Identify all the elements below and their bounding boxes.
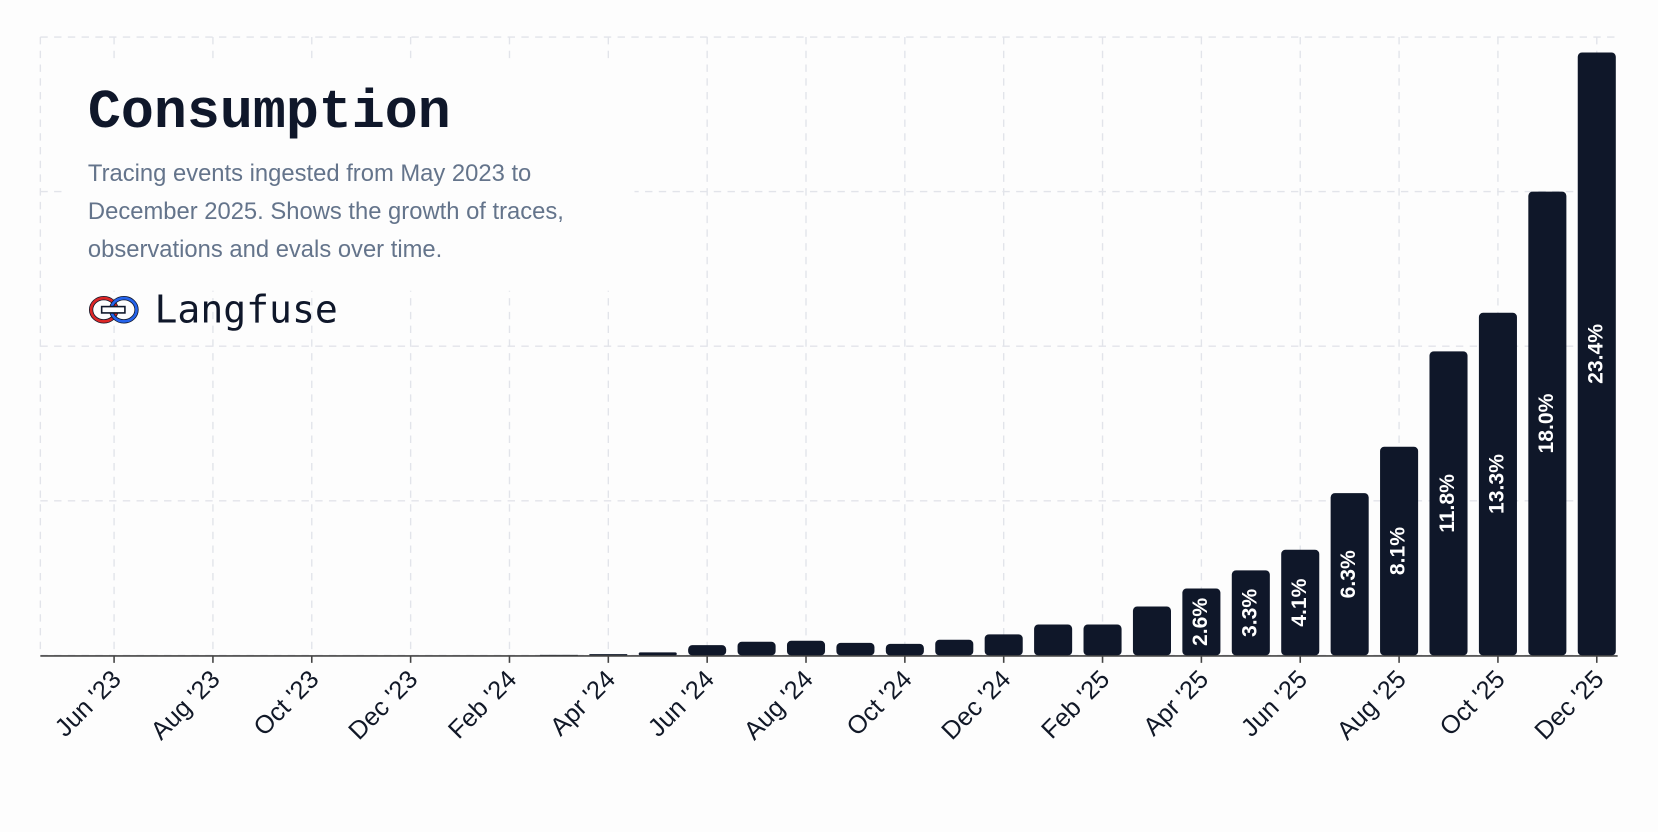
x-tick-label: Feb '25 [1036,665,1115,744]
x-tick-label: Jun '25 [1236,665,1313,742]
brand-logo [88,296,139,324]
bar [1034,624,1073,656]
value-label: 2.6% [1189,598,1212,646]
x-tick-label: Dec '23 [343,665,423,745]
bar [1132,606,1171,656]
bar [1478,312,1517,656]
bar [885,643,924,656]
x-tick-label: Aug '24 [739,665,819,745]
bar [1429,351,1468,656]
value-label: 23.4% [1584,324,1607,384]
x-tick-label: Oct '23 [248,665,324,741]
chart-title: Consumption [88,81,451,144]
value-label: 6.3% [1337,550,1360,598]
chart-subtitle: Tracing events ingested from May 2023 to… [87,159,564,263]
bars: 2.6% 3.3% 4.1% 6.3% 8.1% 11.8% 13.3% 18.0% 23.4% [539,52,1616,656]
bar [836,642,875,656]
bar [1380,446,1419,656]
bar [1231,570,1270,656]
bar [737,641,776,656]
bar [935,639,974,656]
x-tick-label: Oct '24 [842,665,918,741]
brand-name: Langfuse [155,287,338,331]
x-tick-label: Jun '24 [643,665,720,742]
x-tick-label: Jun '23 [50,665,127,742]
value-label: 18.0% [1535,393,1558,453]
bar [1182,588,1221,656]
value-label: 4.1% [1288,578,1311,626]
value-label: 8.1% [1387,527,1410,575]
bar [1528,191,1567,656]
x-tick-label: Aug '25 [1332,665,1412,745]
x-tick-label: Feb '24 [443,665,522,744]
bar [1577,52,1616,656]
bar [589,654,628,656]
header-backdrop [63,63,635,291]
bar [638,652,677,656]
x-tick-label: Dec '24 [936,665,1016,745]
bar [786,640,826,656]
x-tick-label: Apr '24 [545,665,621,741]
subtitle-box: Tracing events ingested from May 2023 to… [87,159,564,263]
x-tick-label: Aug '23 [146,665,226,745]
value-label: 11.8% [1436,474,1459,533]
value-label: 13.3% [1486,454,1509,514]
bar [984,634,1023,656]
bar [1281,549,1320,656]
x-tick-label: Dec '25 [1529,665,1609,745]
x-tick-label: Oct '25 [1435,665,1511,741]
value-label: 3.3% [1238,589,1261,637]
bar [688,645,727,656]
bar [1083,624,1122,656]
x-tick-label: Apr '25 [1138,665,1214,741]
bar [1330,493,1369,656]
